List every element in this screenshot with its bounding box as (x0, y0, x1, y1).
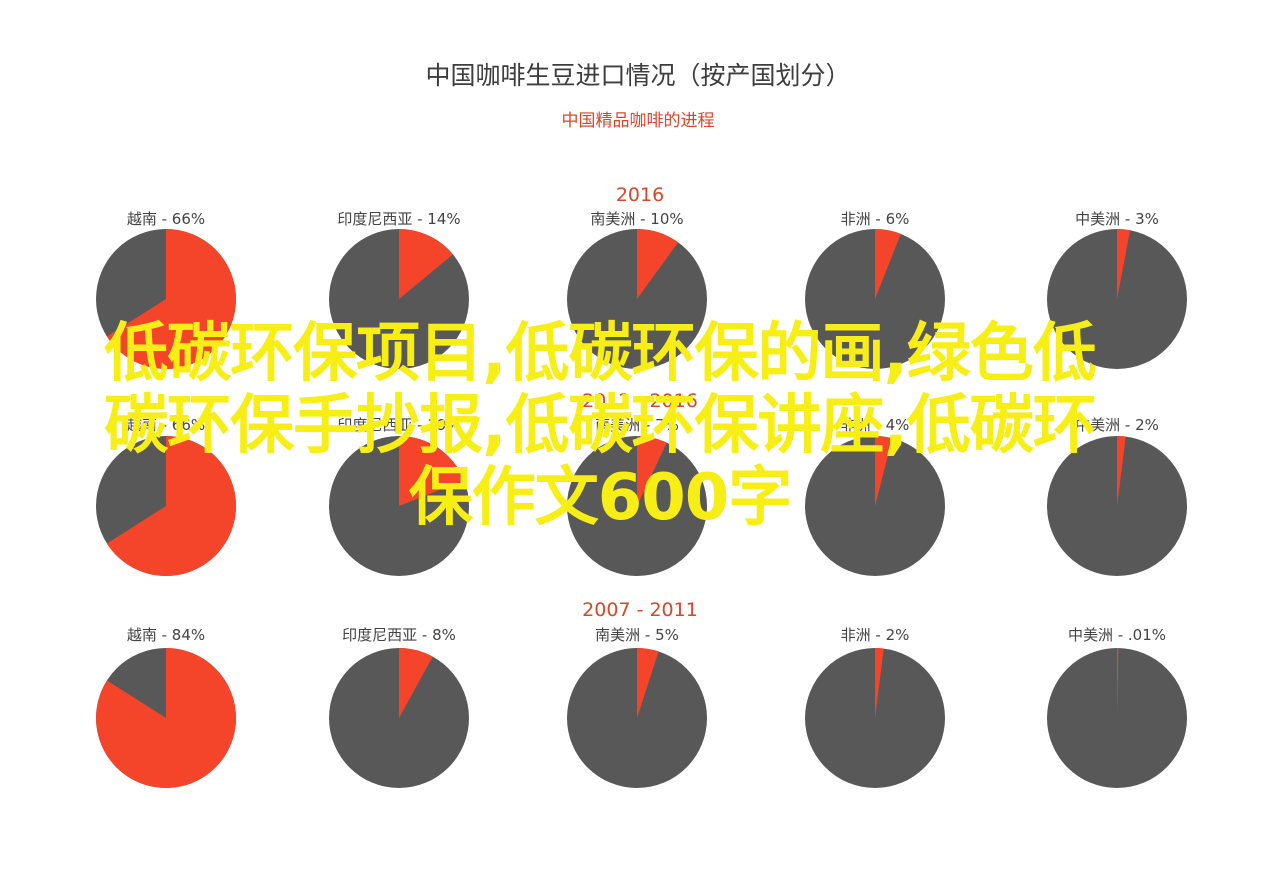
pie-slice (637, 436, 667, 506)
pie-label: 非洲 - 2% (841, 626, 910, 644)
pie-slice (875, 229, 901, 299)
pie-label: 越南 - 84% (127, 626, 205, 644)
pie-slice (875, 436, 893, 506)
pie-label: 越南 - 66% (127, 416, 205, 434)
pie-slice (106, 229, 237, 370)
period-label: 2016 (616, 184, 664, 206)
pie-label: 非洲 - 4% (841, 416, 910, 434)
pie-slice (399, 648, 433, 718)
pie-slice (96, 648, 237, 788)
pie-label: 南美洲 - 7% (595, 416, 679, 434)
pie-label: 印度尼西亚 - 14% (337, 210, 460, 228)
pie-label: 印度尼西亚 - 8% (342, 626, 456, 644)
pie-label: 中美洲 - 3% (1075, 210, 1159, 228)
pie-label: 中美洲 - .01% (1068, 626, 1166, 644)
pie-slice (1117, 647, 1119, 718)
pie-groups: 2016 越南 - 66% 印度尼西亚 - 14% 南美洲 - 10% 非洲 - 6% 中… (96, 184, 1187, 788)
pie-label: 非洲 - 6% (841, 210, 910, 228)
pie-label: 越南 - 66% (127, 210, 205, 228)
pie-slice (106, 436, 237, 576)
pie-slice (637, 229, 679, 299)
pie-slice (875, 648, 884, 718)
pie-label: 南美洲 - 5% (595, 626, 679, 644)
period-label: 2007 - 2011 (582, 599, 698, 621)
pie-slice (1117, 435, 1126, 506)
pie-label: 中美洲 - 2% (1075, 416, 1159, 434)
chart-title: 中国咖啡生豆进口情况（按产国划分） (425, 61, 850, 90)
pie-slice (399, 436, 465, 506)
pie-slice (1117, 229, 1131, 299)
chart-subtitle: 中国精品咖啡的进程 (562, 111, 715, 131)
period-label: 2012 - 2016 (582, 390, 698, 412)
pie-label: 印度尼西亚 - 19% (337, 416, 460, 434)
pie-label: 南美洲 - 10% (590, 210, 683, 228)
pie-slice (399, 229, 453, 299)
pie-slice (637, 648, 659, 718)
